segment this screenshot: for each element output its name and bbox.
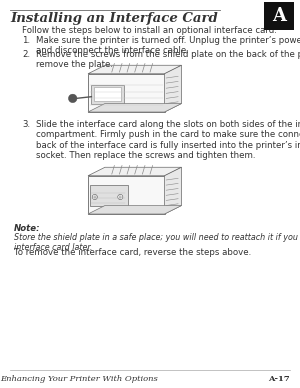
Polygon shape [88, 206, 182, 214]
Text: Slide the interface card along the slots on both sides of the interface
compartm: Slide the interface card along the slots… [36, 120, 300, 160]
Text: Follow the steps below to install an optional interface card.: Follow the steps below to install an opt… [22, 26, 277, 35]
Polygon shape [164, 65, 182, 112]
Text: Make sure the printer is turned off. Unplug the printer’s power cord
and disconn: Make sure the printer is turned off. Unp… [36, 36, 300, 55]
Text: A: A [272, 7, 286, 25]
Text: Installing an Interface Card: Installing an Interface Card [10, 12, 218, 25]
Text: 2.: 2. [22, 50, 30, 59]
FancyBboxPatch shape [88, 74, 164, 112]
Polygon shape [88, 104, 182, 112]
Circle shape [92, 194, 97, 199]
Text: Note:: Note: [14, 224, 40, 233]
Circle shape [68, 94, 77, 103]
Polygon shape [88, 65, 182, 74]
Text: Remove the screws from the shield plate on the back of the printer and
remove th: Remove the screws from the shield plate … [36, 50, 300, 69]
FancyBboxPatch shape [88, 176, 164, 214]
Polygon shape [164, 167, 182, 214]
Text: 3.: 3. [22, 120, 30, 129]
Text: Enhancing Your Printer With Options: Enhancing Your Printer With Options [0, 375, 158, 383]
Text: 1.: 1. [22, 36, 30, 45]
Polygon shape [88, 167, 182, 176]
FancyBboxPatch shape [264, 2, 294, 30]
Text: A-17: A-17 [268, 375, 290, 383]
Circle shape [118, 194, 123, 199]
FancyBboxPatch shape [92, 85, 124, 104]
Text: To remove the interface card, reverse the steps above.: To remove the interface card, reverse th… [14, 248, 251, 257]
FancyBboxPatch shape [94, 87, 121, 101]
FancyBboxPatch shape [90, 185, 128, 206]
Text: Store the shield plate in a safe place; you will need to reattach it if you remo: Store the shield plate in a safe place; … [14, 233, 300, 253]
